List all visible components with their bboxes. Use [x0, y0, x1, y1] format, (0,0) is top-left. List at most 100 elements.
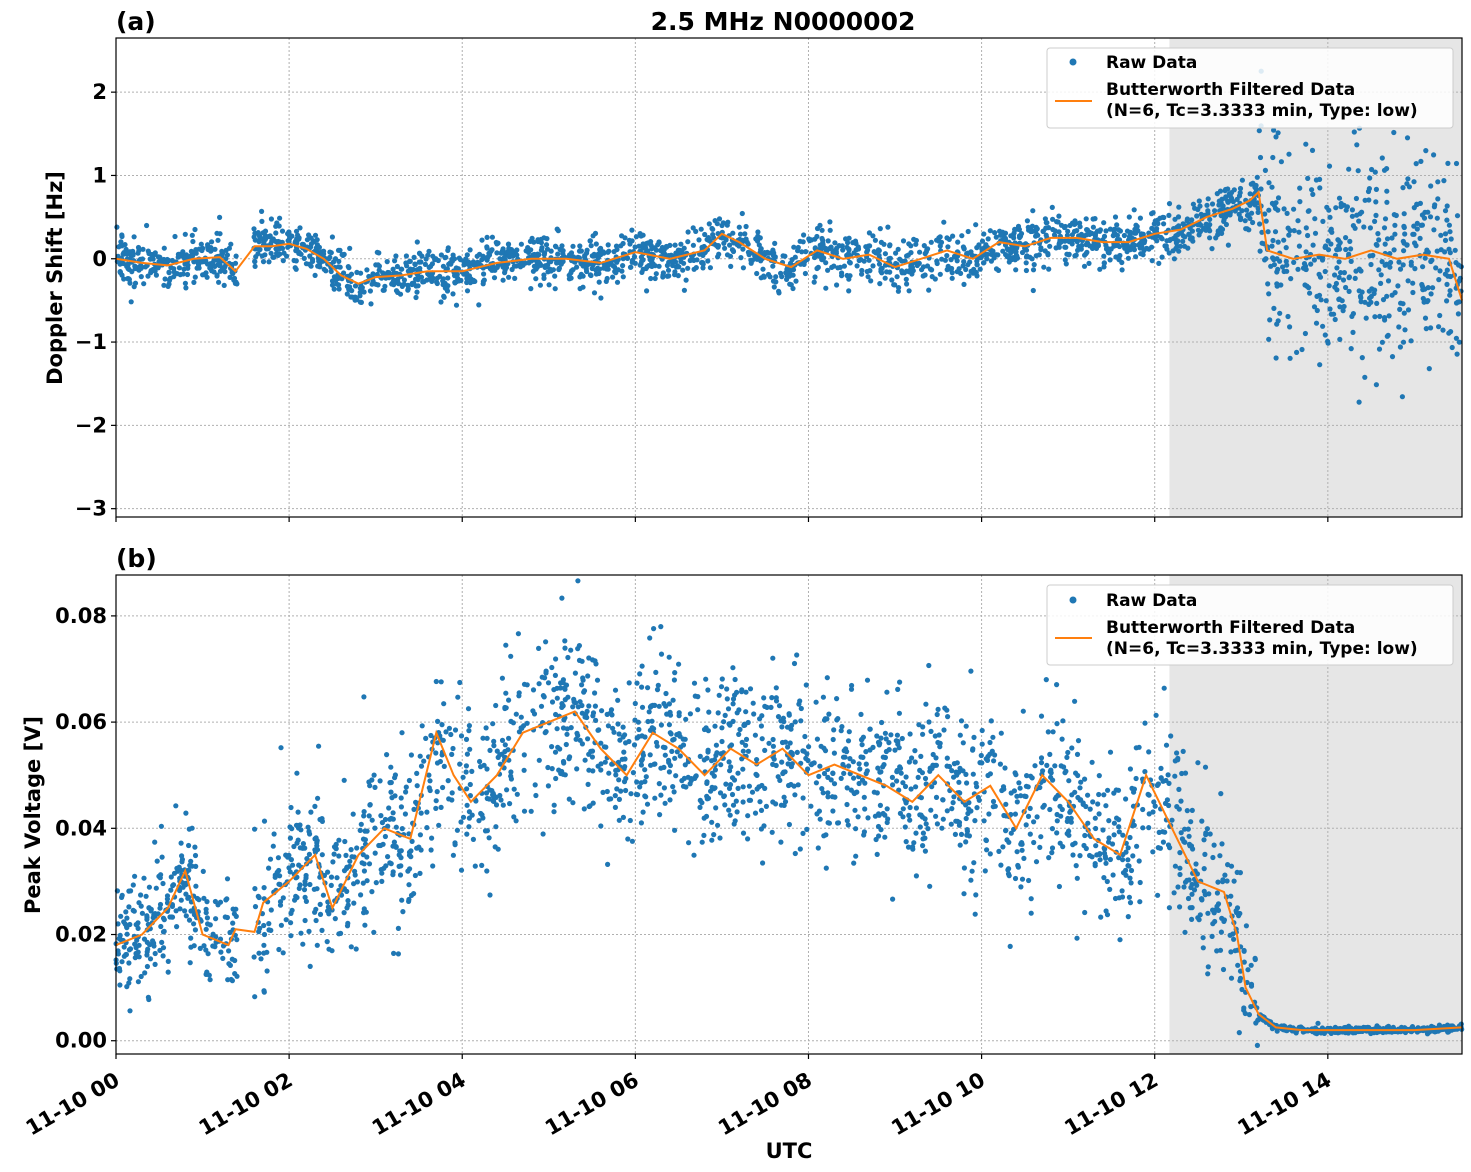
raw-data-point	[672, 670, 678, 676]
raw-data-point	[1369, 166, 1375, 173]
raw-data-point	[1442, 271, 1448, 277]
raw-data-point	[906, 241, 912, 247]
raw-data-point	[588, 243, 594, 249]
raw-data-point	[303, 898, 309, 905]
raw-data-point	[1239, 177, 1245, 183]
raw-data-point	[1052, 763, 1058, 769]
raw-data-point	[719, 676, 725, 682]
raw-data-point	[138, 892, 144, 898]
y-tick-label: −2	[75, 413, 107, 437]
raw-data-point	[864, 249, 870, 255]
raw-data-point	[414, 289, 420, 295]
raw-data-point	[1222, 195, 1228, 201]
raw-data-point	[584, 250, 590, 256]
raw-data-point	[752, 810, 759, 816]
raw-data-point	[722, 802, 728, 808]
raw-data-point	[514, 247, 520, 253]
raw-data-point	[1164, 797, 1170, 803]
raw-data-point	[763, 803, 770, 810]
raw-data-point	[378, 813, 384, 819]
raw-data-point	[1217, 947, 1224, 953]
raw-data-point	[1354, 212, 1360, 218]
raw-data-point	[278, 745, 284, 751]
raw-data-point	[784, 276, 790, 282]
raw-data-point	[1435, 179, 1441, 185]
raw-data-point	[576, 255, 583, 261]
raw-data-point	[541, 275, 547, 281]
raw-data-point	[907, 731, 913, 737]
raw-data-point	[1423, 326, 1429, 332]
raw-data-point	[217, 268, 223, 274]
raw-data-point	[493, 239, 499, 246]
raw-data-point	[685, 239, 691, 245]
raw-data-point	[634, 779, 640, 785]
raw-data-point	[907, 804, 913, 811]
raw-data-point	[1346, 251, 1352, 257]
raw-data-point	[386, 805, 392, 811]
raw-data-point	[935, 739, 941, 746]
raw-data-point	[600, 249, 606, 255]
raw-data-point	[808, 237, 815, 243]
raw-data-point	[606, 796, 612, 802]
raw-data-point	[593, 661, 599, 667]
raw-data-point	[708, 788, 714, 794]
raw-data-point	[308, 235, 314, 241]
raw-data-point	[417, 870, 423, 877]
raw-data-point	[685, 265, 691, 271]
raw-data-point	[1029, 775, 1035, 781]
raw-data-point	[1238, 215, 1244, 221]
raw-data-point	[1132, 229, 1138, 235]
raw-data-point	[440, 276, 446, 282]
raw-data-point	[452, 279, 458, 285]
raw-data-point	[568, 250, 575, 256]
raw-data-point	[151, 266, 157, 273]
raw-data-point	[358, 289, 364, 295]
raw-data-point	[616, 796, 623, 803]
raw-data-point	[1346, 275, 1352, 281]
raw-data-point	[445, 275, 451, 281]
raw-data-point	[795, 782, 801, 788]
raw-data-point	[201, 943, 207, 949]
raw-data-point	[1205, 222, 1212, 228]
raw-data-point	[928, 728, 934, 735]
raw-data-point	[1078, 231, 1085, 237]
raw-data-point	[499, 737, 506, 744]
raw-data-point	[676, 661, 682, 667]
raw-data-point	[1431, 152, 1437, 158]
raw-data-point	[159, 854, 165, 860]
raw-data-point	[513, 711, 519, 717]
raw-data-point	[398, 804, 404, 810]
raw-data-point	[388, 861, 394, 867]
raw-data-point	[753, 236, 759, 242]
raw-data-point	[623, 787, 629, 794]
raw-data-point	[738, 255, 744, 261]
raw-data-point	[533, 276, 539, 282]
raw-data-point	[190, 238, 196, 245]
raw-data-point	[455, 275, 461, 281]
raw-data-point	[168, 874, 174, 880]
raw-data-point	[893, 250, 899, 256]
raw-data-point	[1185, 245, 1191, 251]
raw-data-point	[1283, 258, 1289, 264]
raw-data-point	[1412, 266, 1418, 272]
raw-data-point	[1019, 249, 1026, 256]
raw-data-point	[1234, 196, 1240, 202]
raw-data-point	[178, 897, 184, 903]
raw-data-point	[176, 265, 182, 271]
raw-data-point	[745, 249, 752, 255]
raw-data-point	[160, 915, 167, 921]
raw-data-point	[944, 755, 950, 761]
raw-data-point	[423, 735, 429, 742]
raw-data-point	[1254, 174, 1260, 180]
raw-data-point	[773, 685, 779, 691]
raw-data-point	[537, 282, 544, 288]
raw-data-point	[1277, 258, 1283, 264]
raw-data-point	[477, 758, 483, 765]
raw-data-point	[501, 254, 507, 261]
raw-data-point	[552, 672, 559, 679]
raw-data-point	[391, 839, 397, 845]
raw-data-point	[683, 277, 689, 283]
raw-data-point	[1447, 292, 1453, 298]
raw-data-point	[1224, 878, 1230, 884]
raw-data-point	[369, 817, 375, 823]
